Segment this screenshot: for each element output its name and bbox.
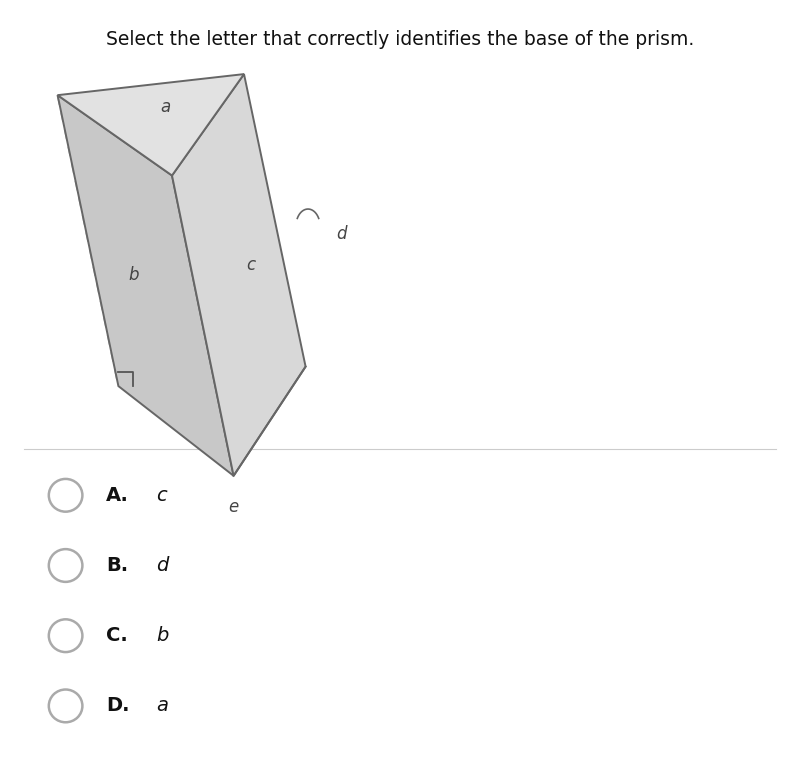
- Polygon shape: [58, 74, 244, 176]
- Text: b: b: [128, 266, 138, 285]
- Text: d: d: [156, 556, 168, 575]
- Text: c: c: [156, 486, 166, 505]
- Text: Select the letter that correctly identifies the base of the prism.: Select the letter that correctly identif…: [106, 30, 694, 48]
- Text: c: c: [246, 256, 255, 275]
- Polygon shape: [172, 74, 306, 476]
- Text: e: e: [229, 498, 238, 516]
- Text: B.: B.: [106, 556, 129, 575]
- Text: C.: C.: [106, 626, 128, 645]
- Polygon shape: [58, 95, 234, 476]
- Text: A.: A.: [106, 486, 130, 505]
- Polygon shape: [118, 367, 306, 476]
- Text: D.: D.: [106, 697, 130, 715]
- Text: a: a: [161, 98, 171, 116]
- Text: d: d: [336, 225, 346, 243]
- Text: a: a: [156, 697, 168, 715]
- Text: b: b: [156, 626, 168, 645]
